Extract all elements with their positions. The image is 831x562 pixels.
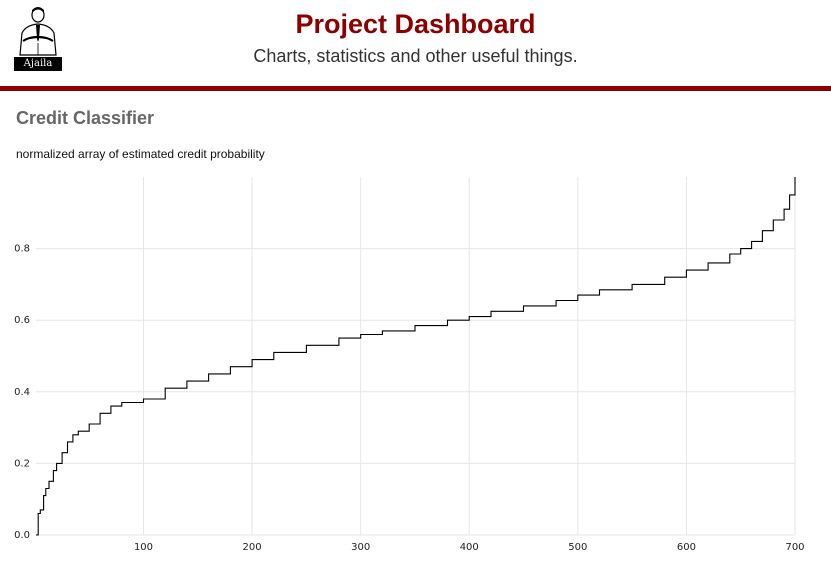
- credit-probability-chart: 100 200 300 400 500 600 700 0.0 0.2 0.4 0.6 0.8: [14, 177, 805, 553]
- probability-line: [36, 177, 796, 536]
- y-tick-label: 0.0: [14, 530, 30, 541]
- page-subtitle: Charts, statistics and other useful thin…: [253, 46, 578, 66]
- x-tick-label: 400: [460, 542, 479, 553]
- chart-grid: [36, 177, 796, 536]
- y-tick-label: 0.8: [14, 244, 30, 255]
- section-title: Credit Classifier: [16, 108, 155, 128]
- x-tick-label: 600: [677, 542, 696, 553]
- x-tick-label: 300: [351, 542, 370, 553]
- x-tick-label: 500: [568, 542, 587, 553]
- page-header: Ajaila Project Dashboard Charts, statist…: [0, 0, 831, 91]
- x-tick-label: 100: [134, 542, 153, 553]
- chart-lines: [36, 177, 796, 536]
- y-tick-label: 0.2: [14, 458, 30, 469]
- logo-caption: Ajaila: [14, 57, 62, 71]
- chart-caption: normalized array of estimated credit pro…: [16, 147, 265, 161]
- y-tick-label: 0.6: [14, 315, 30, 326]
- person-illustration-icon: [19, 7, 57, 56]
- ajaila-logo: Ajaila: [12, 5, 64, 72]
- x-tick-label: 200: [243, 542, 262, 553]
- chart-ticks: 100 200 300 400 500 600 700 0.0 0.2 0.4 0.6 0.8: [14, 244, 804, 553]
- y-tick-label: 0.4: [14, 387, 30, 398]
- page-title: Project Dashboard: [295, 9, 536, 39]
- x-tick-label: 700: [785, 542, 804, 553]
